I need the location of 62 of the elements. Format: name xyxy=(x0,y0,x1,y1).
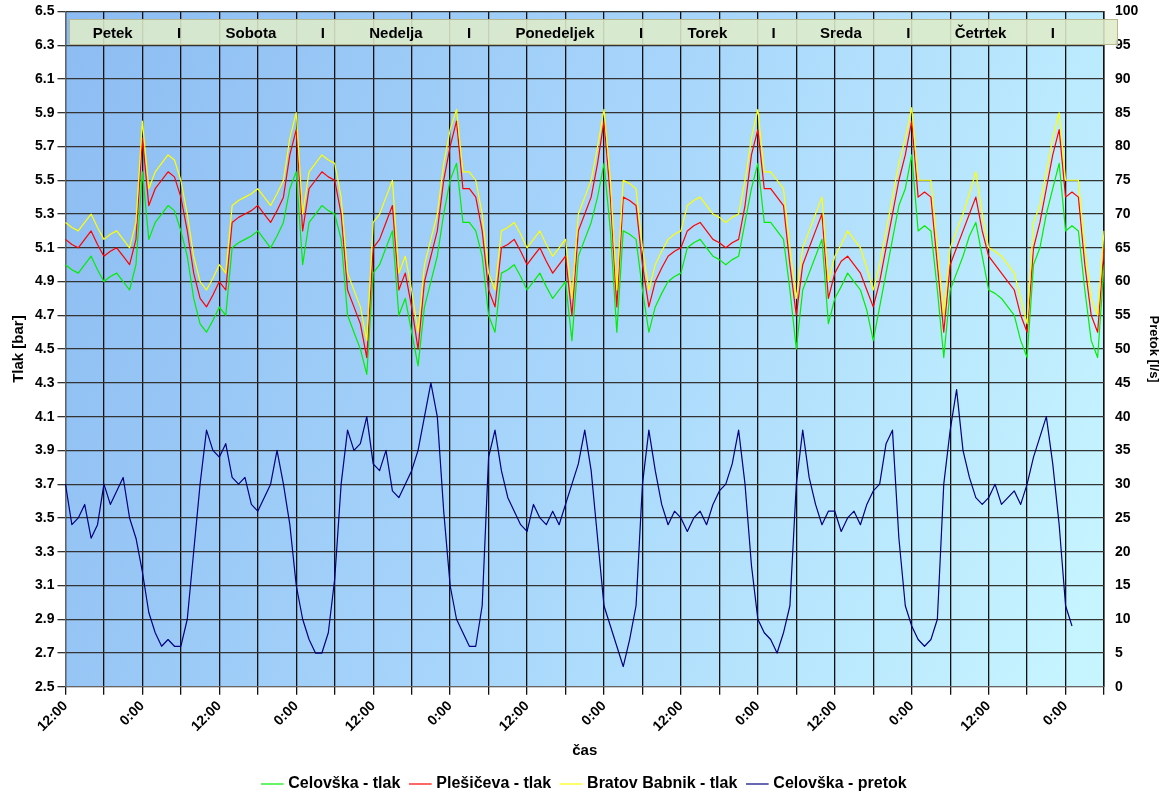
annotation: Četrtek xyxy=(954,23,1007,41)
y-tick-label: 5.1 xyxy=(34,238,55,255)
y-tick-label: 3.3 xyxy=(34,542,55,559)
y2-tick-label: 25 xyxy=(1115,508,1131,525)
y-tick-label: 6.3 xyxy=(34,36,55,53)
y2-tick-label: 55 xyxy=(1115,306,1131,323)
legend-label: Celovška - pretok xyxy=(773,774,907,792)
y-tick-label: 2.9 xyxy=(34,610,55,627)
annotation: I xyxy=(771,23,776,41)
y-tick-label: 5.5 xyxy=(34,171,55,188)
y-tick-label: 3.1 xyxy=(34,576,55,593)
y-tick-label: 4.7 xyxy=(34,306,55,323)
y2-tick-label: 70 xyxy=(1115,204,1131,221)
y-tick-label: 4.3 xyxy=(34,373,55,390)
y2-tick-label: 50 xyxy=(1115,339,1131,356)
y2-tick-label: 80 xyxy=(1115,137,1131,154)
y-tick-label: 6.5 xyxy=(34,2,55,19)
y2-tick-label: 100 xyxy=(1115,2,1139,19)
y-tick-label: 4.5 xyxy=(34,339,55,356)
annotation: I xyxy=(1050,23,1055,41)
y2-tick-label: 60 xyxy=(1115,272,1131,289)
legend-label: Plešičeva - tlak xyxy=(436,774,552,792)
y2-tick-label: 75 xyxy=(1115,171,1131,188)
y-tick-label: 3.9 xyxy=(34,441,55,458)
x-axis-title: čas xyxy=(572,741,598,759)
y-axis-title: Tlak [bar] xyxy=(9,315,27,383)
annotation: I xyxy=(906,23,911,41)
legend-label: Celovška - tlak xyxy=(288,774,401,792)
y2-tick-label: 45 xyxy=(1115,373,1131,390)
y2-tick-label: 15 xyxy=(1115,576,1131,593)
annotation: Sobota xyxy=(225,23,277,41)
y-tick-label: 3.7 xyxy=(34,475,55,492)
annotation: Petek xyxy=(92,23,133,41)
y2-tick-label: 65 xyxy=(1115,238,1131,255)
y2-tick-label: 40 xyxy=(1115,407,1131,424)
y2-tick-label: 30 xyxy=(1115,475,1131,492)
y-tick-label: 5.7 xyxy=(34,137,55,154)
y-tick-label: 5.9 xyxy=(34,103,55,120)
y-tick-label: 4.9 xyxy=(34,272,55,289)
annotation: I xyxy=(320,23,325,41)
annotation: I xyxy=(177,23,182,41)
annotation: Ponedeljek xyxy=(515,23,595,41)
y2-axis-title: Pretok [l/s] xyxy=(1146,315,1162,383)
y2-tick-label: 90 xyxy=(1115,69,1131,86)
y-tick-label: 3.5 xyxy=(34,508,55,525)
y-tick-label: 5.3 xyxy=(34,204,55,221)
annotation: I xyxy=(638,23,644,41)
y2-tick-label: 85 xyxy=(1115,103,1131,120)
y2-tick-label: 0 xyxy=(1115,677,1124,694)
annotation: Nedelja xyxy=(369,23,423,41)
y2-tick-label: 20 xyxy=(1115,542,1131,559)
annotation: I xyxy=(466,23,472,41)
y2-tick-label: 5 xyxy=(1115,643,1124,660)
legend-label: Bratov Babnik - tlak xyxy=(587,774,738,792)
y-tick-label: 4.1 xyxy=(34,407,55,424)
y2-tick-label: 10 xyxy=(1115,610,1131,627)
y-tick-label: 2.5 xyxy=(34,677,55,694)
y-tick-label: 6.1 xyxy=(34,69,55,86)
annotation: Torek xyxy=(687,23,728,41)
y-tick-label: 2.7 xyxy=(34,643,55,660)
annotation: Sreda xyxy=(820,23,862,41)
y2-tick-label: 35 xyxy=(1115,441,1131,458)
